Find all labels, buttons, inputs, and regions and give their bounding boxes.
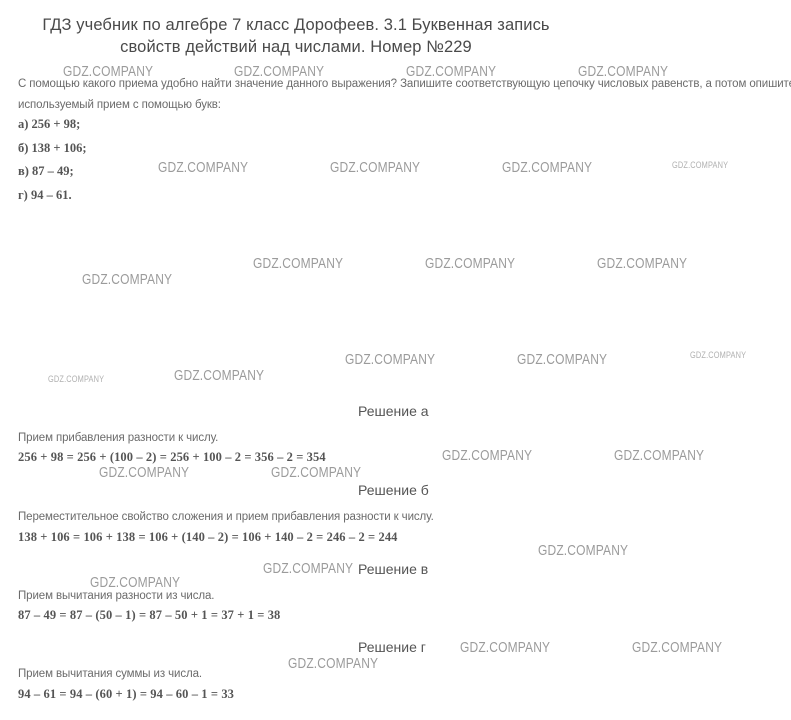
watermark: GDZ.COMPANY [460,639,551,656]
watermark: GDZ.COMPANY [538,542,629,559]
watermark: GDZ.COMPANY [632,639,723,656]
solution-heading: Решение а [358,403,429,419]
task-item: в) 87 – 49; [18,164,74,178]
solution-method-text: Прием вычитания суммы из числа. [18,668,203,680]
watermark: GDZ.COMPANY [82,271,173,288]
solution-method-text: Прием вычитания разности из числа. [18,590,215,602]
solution-heading: Решение б [358,482,429,498]
task-item: б) 138 + 106; [18,141,87,155]
watermark: GDZ.COMPANY [90,574,181,591]
task-statement-line-2: используемый прием с помощью букв: [18,99,221,111]
task-statement-line-1: С помощью какого приема удобно найти зна… [18,78,791,90]
solution-equation: 94 – 61 = 94 – (60 + 1) = 94 – 60 – 1 = … [18,687,235,701]
watermark: GDZ.COMPANY [271,464,362,481]
watermark: GDZ.COMPANY [288,655,379,672]
solution-heading: Решение г [358,639,426,655]
watermark: GDZ.COMPANY [442,447,533,464]
solution-method-text: Переместительное свойство сложения и при… [18,511,434,523]
watermark: GDZ.COMPANY [48,374,105,384]
watermark: GDZ.COMPANY [425,255,516,272]
watermark: GDZ.COMPANY [253,255,344,272]
task-item: г) 94 – 61. [18,188,72,202]
solution-equation: 138 + 106 = 106 + 138 = 106 + (140 – 2) … [18,530,398,544]
watermark: GDZ.COMPANY [672,160,729,170]
watermark: GDZ.COMPANY [614,447,705,464]
watermark: GDZ.COMPANY [99,464,190,481]
watermark: GDZ.COMPANY [517,351,608,368]
watermark: GDZ.COMPANY [502,159,593,176]
page-title: ГДЗ учебник по алгебре 7 класс Дорофеев.… [42,16,550,56]
watermark: GDZ.COMPANY [263,560,354,577]
watermark: GDZ.COMPANY [330,159,421,176]
solution-equation: 87 – 49 = 87 – (50 – 1) = 87 – 50 + 1 = … [18,608,281,622]
solution-equation: 256 + 98 = 256 + (100 – 2) = 256 + 100 –… [18,450,326,464]
task-item: а) 256 + 98; [18,117,81,131]
solution-method-text: Прием прибавления разности к числу. [18,432,219,444]
watermark: GDZ.COMPANY [690,350,747,360]
watermark: GDZ.COMPANY [345,351,436,368]
watermark: GDZ.COMPANY [158,159,249,176]
watermark: GDZ.COMPANY [597,255,688,272]
solution-heading: Решение в [358,561,429,577]
watermark: GDZ.COMPANY [174,367,265,384]
